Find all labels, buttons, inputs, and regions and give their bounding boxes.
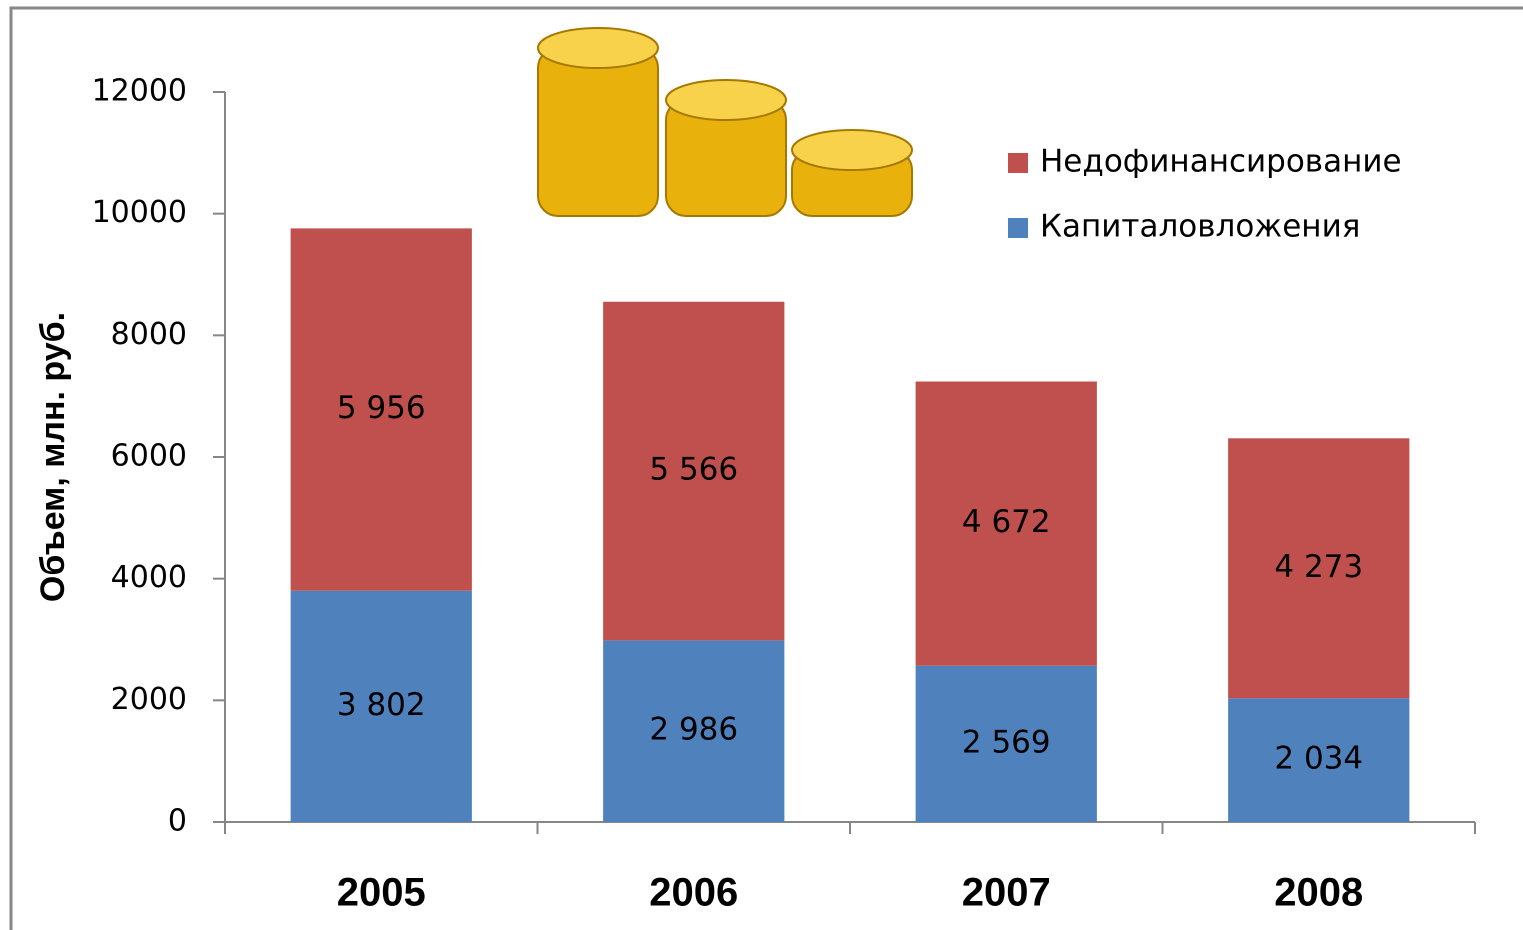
- value-label: 2 986: [649, 712, 738, 748]
- x-tick-label: 2006: [649, 871, 738, 915]
- value-label: 5 956: [337, 390, 426, 426]
- y-tick-label: 6000: [111, 439, 187, 474]
- y-axis-label: Объем, млн. руб.: [34, 312, 72, 602]
- bar-segment: [1228, 698, 1410, 822]
- bar-segment: [603, 301, 785, 641]
- y-tick-label: 10000: [92, 195, 187, 230]
- x-tick-label: 2005: [337, 871, 426, 915]
- y-tick-label: 12000: [92, 74, 187, 109]
- bar-segment: [1228, 438, 1410, 699]
- value-label: 2 569: [962, 724, 1051, 760]
- legend-swatch: [1008, 153, 1028, 173]
- x-tick-label: 2008: [1274, 871, 1363, 915]
- legend-swatch: [1008, 218, 1028, 238]
- y-tick-label: 2000: [111, 682, 187, 717]
- frame: [9, 6, 1523, 930]
- bar-segment: [915, 381, 1097, 666]
- coins-decoration: [537, 27, 913, 217]
- bar-segment: [915, 665, 1097, 822]
- legend-label: Недофинансирование: [1040, 144, 1402, 180]
- bar-segment: [290, 228, 472, 591]
- value-label: 3 802: [337, 687, 426, 723]
- y-tick-label: 4000: [111, 560, 187, 595]
- y-tick-label: 0: [168, 804, 187, 839]
- value-label: 5 566: [649, 452, 738, 488]
- value-label: 4 273: [1274, 549, 1363, 585]
- legend-label: Капиталовложения: [1040, 209, 1360, 245]
- bar-segment: [290, 590, 472, 822]
- bar-segment: [603, 640, 785, 822]
- y-tick-label: 8000: [111, 317, 187, 352]
- x-tick-label: 2007: [962, 871, 1051, 915]
- value-label: 4 672: [962, 504, 1051, 540]
- value-label: 2 034: [1274, 741, 1363, 777]
